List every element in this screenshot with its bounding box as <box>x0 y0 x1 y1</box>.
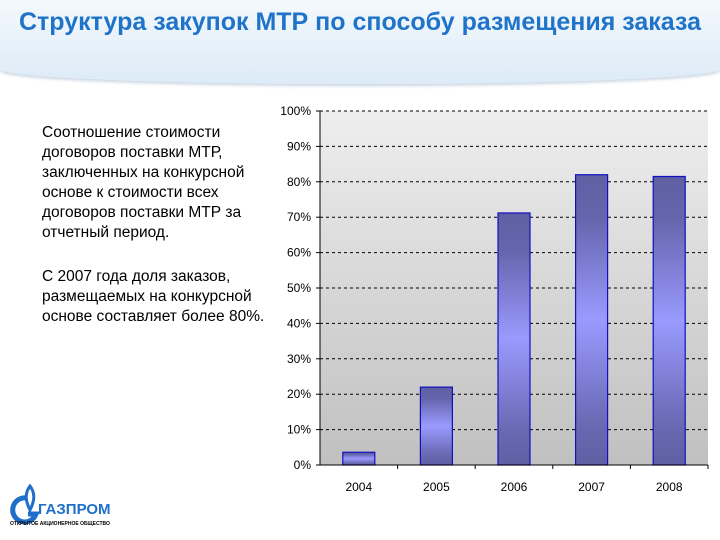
slide-title: Структура закупок МТР по способу размеще… <box>19 8 701 36</box>
x-tick-label: 2005 <box>423 480 450 494</box>
y-tick-label: 30% <box>287 352 311 366</box>
x-tick-label: 2007 <box>578 480 605 494</box>
y-tick-label: 50% <box>287 281 311 295</box>
x-tick-label: 2004 <box>345 480 372 494</box>
y-tick-label: 40% <box>287 316 311 330</box>
svg-text:ГАЗПРОМ: ГАЗПРОМ <box>38 501 111 518</box>
x-tick-label: 2008 <box>656 480 683 494</box>
gazprom-logo: ГАЗПРОМ ОТКРЫТОЕ АКЦИОНЕРНОЕ ОБЩЕСТВО <box>10 484 111 527</box>
svg-text:ОТКРЫТОЕ АКЦИОНЕРНОЕ ОБЩЕСТВО: ОТКРЫТОЕ АКЦИОНЕРНОЕ ОБЩЕСТВО <box>10 521 110 527</box>
description: Соотношение стоимости договоров поставки… <box>42 123 272 351</box>
description-paragraph-1: Соотношение стоимости договоров поставки… <box>42 124 245 241</box>
y-tick-label: 0% <box>294 458 312 472</box>
bar-2007 <box>574 174 609 466</box>
bar-2005 <box>419 386 453 466</box>
x-tick-label: 2006 <box>501 480 528 494</box>
y-tick-label: 10% <box>287 423 311 437</box>
y-tick-label: 20% <box>287 387 311 401</box>
description-paragraph-2: С 2007 года доля заказов, размещаемых на… <box>42 268 265 325</box>
y-tick-label: 90% <box>287 139 311 153</box>
bar-2006 <box>497 212 531 466</box>
y-tick-label: 60% <box>287 246 311 260</box>
bar-2008 <box>652 175 686 466</box>
y-tick-label: 70% <box>287 210 311 224</box>
y-tick-label: 100% <box>280 104 311 118</box>
bar-2004 <box>342 451 376 466</box>
y-tick-label: 80% <box>287 175 311 189</box>
title-banner: Структура закупок МТР по способу размеще… <box>0 0 720 84</box>
